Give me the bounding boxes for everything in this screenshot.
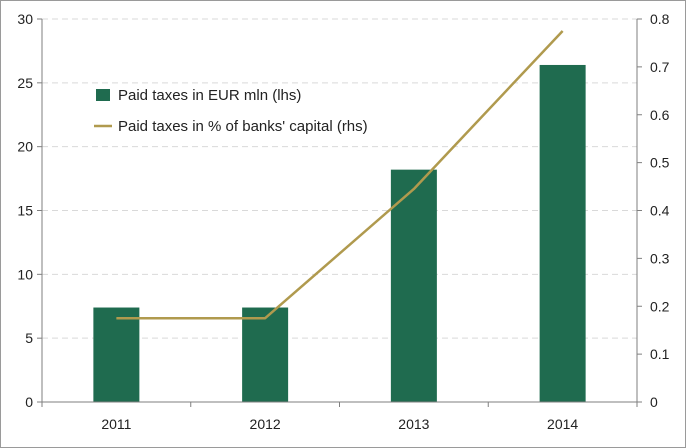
x-tick-label: 2012 bbox=[250, 416, 281, 432]
left-tick-label: 30 bbox=[17, 11, 33, 27]
gridlines bbox=[42, 18, 637, 339]
legend-label-line: Paid taxes in % of banks' capital (rhs) bbox=[118, 118, 368, 135]
legend-swatch-bar bbox=[96, 89, 110, 101]
left-axis-ticks: 0 5 10 15 20 25 30 bbox=[17, 11, 42, 410]
left-tick-label: 15 bbox=[17, 203, 33, 219]
left-tick-label: 10 bbox=[17, 266, 33, 282]
right-tick-label: 0.4 bbox=[650, 203, 670, 219]
right-tick-label: 0 bbox=[650, 394, 658, 410]
bar-series bbox=[93, 64, 586, 403]
line-paid-taxes-percent bbox=[116, 30, 564, 320]
x-tick-label: 2013 bbox=[398, 416, 429, 432]
x-tick-label: 2011 bbox=[101, 416, 131, 432]
bar-2011 bbox=[93, 307, 140, 402]
right-axis-ticks: 0 0.1 0.2 0.3 0.4 0.5 0.6 0.7 0.8 bbox=[637, 11, 670, 410]
right-tick-label: 0.5 bbox=[650, 155, 670, 171]
bar-2012 bbox=[242, 307, 289, 402]
left-tick-label: 0 bbox=[25, 394, 33, 410]
left-tick-label: 5 bbox=[25, 330, 33, 346]
right-tick-label: 0.3 bbox=[650, 250, 670, 266]
right-tick-label: 0.8 bbox=[650, 11, 670, 27]
x-axis-ticks: 2011 2012 2013 2014 bbox=[41, 402, 638, 432]
left-tick-label: 25 bbox=[17, 75, 33, 91]
right-tick-label: 0.6 bbox=[650, 107, 670, 123]
bar-2014 bbox=[539, 64, 586, 403]
right-tick-label: 0.1 bbox=[650, 346, 670, 362]
line-series bbox=[116, 30, 564, 320]
x-tick-label: 2014 bbox=[547, 416, 578, 432]
legend-label-bar: Paid taxes in EUR mln (lhs) bbox=[118, 87, 301, 104]
left-tick-label: 20 bbox=[17, 139, 33, 155]
legend: Paid taxes in EUR mln (lhs) Paid taxes in… bbox=[94, 87, 368, 135]
right-tick-label: 0.2 bbox=[650, 298, 670, 314]
bar-2013 bbox=[390, 169, 437, 402]
right-tick-label: 0.7 bbox=[650, 59, 670, 75]
